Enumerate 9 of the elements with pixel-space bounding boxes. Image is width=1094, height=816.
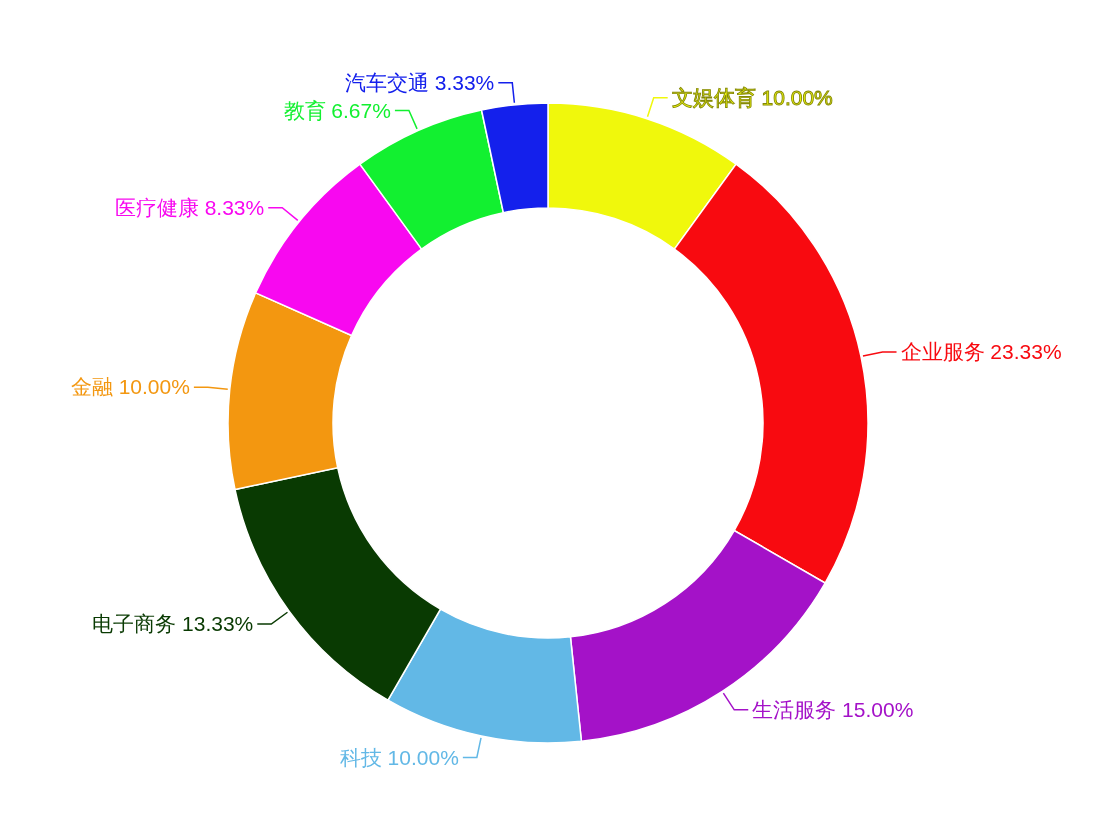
slice-label: 电子商务 13.33% <box>92 612 254 635</box>
slice-label: 科技 10.00% <box>339 745 459 769</box>
slice-label: 生活服务 15.00% <box>752 697 914 721</box>
slice-label: 汽车交通 3.33% <box>344 70 495 94</box>
slice-label: 文娱体育 10.00% <box>671 85 833 109</box>
slice-label: 医疗健康 8.33% <box>114 195 265 219</box>
slice-label: 企业服务 23.33% <box>900 339 1062 363</box>
slice-label: 教育 6.67% <box>283 98 391 122</box>
slice-label: 金融 10.00% <box>70 375 190 399</box>
